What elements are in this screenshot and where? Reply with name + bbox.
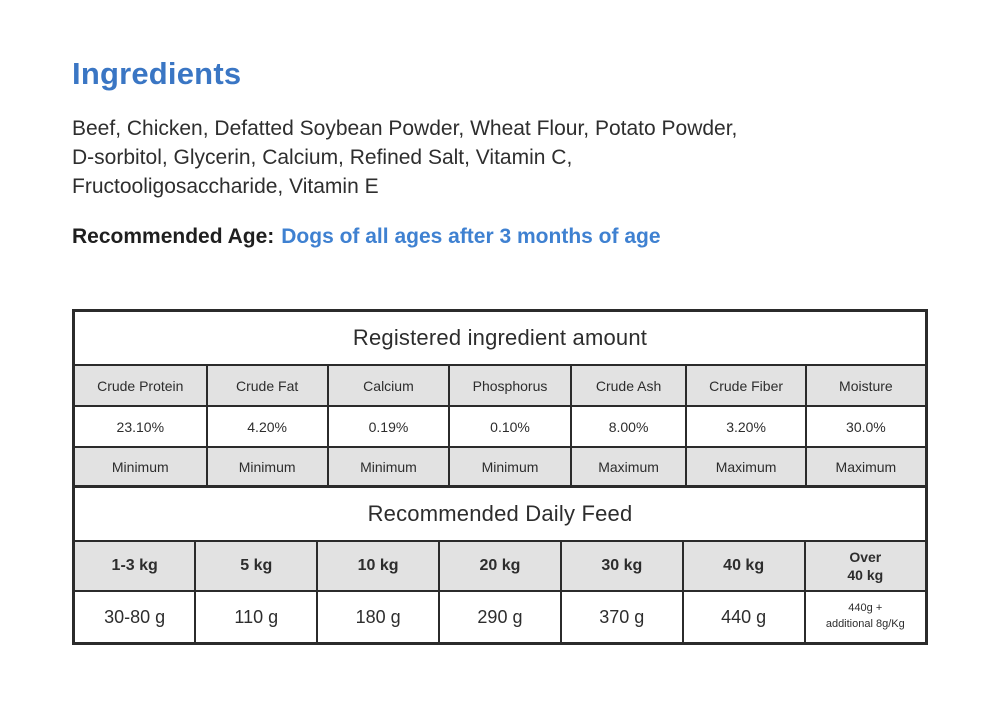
daily-feed-title-row: Recommended Daily Feed [72,485,928,542]
col-header-moisture: Moisture [804,364,928,407]
ingredients-line-2: D-sorbitol, Glycerin, Calcium, Refined S… [72,146,573,169]
daily-feed-weights-row: 1-3 kg 5 kg 10 kg 20 kg 30 kg 40 kg Over… [72,540,928,592]
limit-moisture: Maximum [804,446,928,488]
ingredients-paragraph: Beef, Chicken, Defatted Soybean Powder, … [72,114,928,201]
col-header-phosphorus: Phosphorus [448,364,572,407]
value-calcium: 0.19% [326,405,451,448]
weight-20kg: 20 kg [438,540,562,592]
limit-crude-fiber: Maximum [685,446,807,488]
daily-feed-table: Recommended Daily Feed 1-3 kg 5 kg 10 kg… [72,485,928,645]
amount-over-40kg: 440g + additional 8g/Kg [803,590,928,645]
weight-over-40kg: Over 40 kg [803,540,928,592]
value-crude-fiber: 3.20% [685,405,807,448]
value-moisture: 30.0% [804,405,928,448]
limit-crude-protein: Minimum [72,446,208,488]
col-header-crude-protein: Crude Protein [72,364,208,407]
registered-table-title: Registered ingredient amount [72,309,928,366]
weight-1-3kg: 1-3 kg [72,540,197,592]
amount-20kg: 290 g [438,590,562,645]
registered-table-title-row: Registered ingredient amount [72,309,928,366]
nutrition-tables: Registered ingredient amount Crude Prote… [72,309,928,645]
recommended-age-line: Recommended Age: Dogs of all ages after 3… [72,225,928,249]
ingredients-line-3: Fructooligosaccharide, Vitamin E [72,175,379,198]
col-header-calcium: Calcium [326,364,451,407]
limit-crude-ash: Maximum [569,446,688,488]
col-header-crude-fat: Crude Fat [205,364,329,407]
value-crude-protein: 23.10% [72,405,208,448]
limit-phosphorus: Minimum [448,446,572,488]
amount-30kg: 370 g [559,590,684,645]
registered-ingredient-table: Registered ingredient amount Crude Prote… [72,309,928,488]
recommended-age-value: Dogs of all ages after 3 months of age [281,225,661,248]
value-crude-ash: 8.00% [569,405,688,448]
weight-40kg: 40 kg [681,540,806,592]
registered-table-limits-row: Minimum Minimum Minimum Minimum Maximum … [72,446,928,488]
page-title: Ingredients [72,56,242,91]
weight-30kg: 30 kg [559,540,684,592]
amount-5kg: 110 g [194,590,319,645]
ingredients-line-1: Beef, Chicken, Defatted Soybean Powder, … [72,117,738,140]
registered-table-values-row: 23.10% 4.20% 0.19% 0.10% 8.00% 3.20% 30.… [72,405,928,448]
amount-1-3kg: 30-80 g [72,590,197,645]
amount-40kg: 440 g [681,590,806,645]
col-header-crude-fiber: Crude Fiber [685,364,807,407]
daily-feed-title: Recommended Daily Feed [72,485,928,542]
value-crude-fat: 4.20% [205,405,329,448]
limit-crude-fat: Minimum [205,446,329,488]
value-phosphorus: 0.10% [448,405,572,448]
weight-10kg: 10 kg [316,540,441,592]
weight-5kg: 5 kg [194,540,319,592]
amount-10kg: 180 g [316,590,441,645]
limit-calcium: Minimum [326,446,451,488]
registered-table-header-row: Crude Protein Crude Fat Calcium Phosphor… [72,364,928,407]
recommended-age-label: Recommended Age: [72,225,275,248]
daily-feed-amounts-row: 30-80 g 110 g 180 g 290 g 370 g 440 g 44… [72,590,928,645]
col-header-crude-ash: Crude Ash [569,364,688,407]
